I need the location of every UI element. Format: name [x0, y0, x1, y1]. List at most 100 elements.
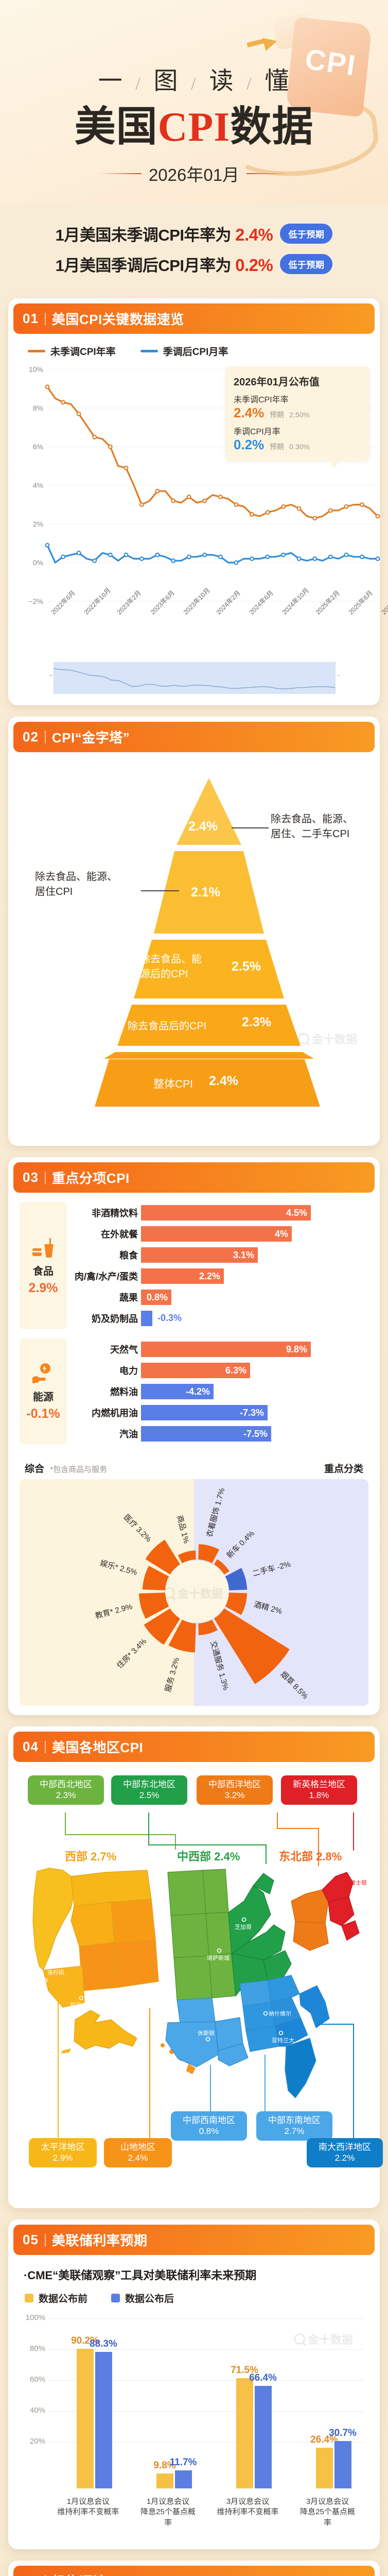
chip-region-southatlantic[interactable]: 南大西洋地区 2.2%: [307, 2138, 383, 2168]
section-06-header: 06 机构评论: [13, 2566, 375, 2576]
divider-left: [99, 173, 142, 174]
report-date: 2026年01月: [148, 165, 240, 184]
map-city-markers: 洛杉矶 菲尼克斯 芝加哥 堪萨斯城 休斯顿 纳什维尔 亚特兰大 波士顿: [43, 1879, 367, 2044]
svg-text:纳什维尔: 纳什维尔: [269, 2010, 291, 2017]
range-handle-left[interactable]: [49, 662, 54, 694]
svg-text:6%: 6%: [33, 443, 43, 451]
section-separator: [44, 312, 46, 325]
food-bars: 非酒精饮料 4.5% 在外就餐 4% 粮食 3.1% 肉/禽/水产/蛋类 2.2% 蔬果 0.8%…: [67, 1202, 368, 1329]
map-region-midwest: [167, 1869, 292, 2001]
y-axis-tick: 20%: [29, 2437, 45, 2446]
bar-track: -0.3%: [141, 1311, 364, 1326]
page-title-highlight: CPI: [157, 105, 231, 150]
rose-sector: [214, 1608, 290, 1684]
bar-row: 粮食 3.1%: [70, 1247, 364, 1263]
bar-row: 汽油 -7.5%: [70, 1426, 364, 1442]
pyramid-level-1: [177, 778, 241, 845]
rose-sector: [178, 1550, 196, 1564]
chip-region-mountain[interactable]: 山地地区 2.4%: [104, 2138, 172, 2168]
tooltip-row-values: 0.2% 预期 0.30%: [234, 437, 361, 453]
pyramid-label-4: 除去食品后的CPI: [128, 1021, 207, 1032]
bar-post: 30.7%: [329, 2428, 357, 2488]
map-region-south: [165, 1975, 330, 2098]
bar-group: 90.2% 88.3%: [71, 2335, 117, 2488]
pyramid-level-3: [134, 940, 284, 998]
chip-region-pacific[interactable]: 太平洋地区 2.9%: [29, 2138, 97, 2168]
pyramid-label-2: 除去食品、能源、 居住CPI: [35, 871, 117, 897]
svg-text:休斯顿: 休斯顿: [198, 2029, 215, 2037]
bar-row: 非酒精饮料 4.5%: [70, 1205, 364, 1221]
connector-wnc-v2: [175, 1834, 176, 1850]
hero-kicker-char-2: 图: [153, 68, 179, 95]
x-axis-tick: 3月议息会议 降息25个基点概率: [300, 2497, 355, 2527]
bar-track: 4%: [141, 1226, 364, 1242]
rose-chart: 服务 3.2% 住房* 3.4% 教育* 2.9% 娱乐* 2.5% 医疗 3.2% 商品…: [20, 1479, 368, 1706]
chip-region-wsc[interactable]: 中部西南地区 0.8%: [171, 2111, 247, 2141]
gridline: [48, 2380, 364, 2381]
status-badge: 低于预期: [280, 254, 333, 274]
bar-fill: -4.2%: [141, 1384, 214, 1399]
legend-item-post: 数据公布后: [111, 2291, 174, 2305]
bar-value: 4%: [274, 1228, 288, 1239]
chip-name: 南大西洋地区: [319, 2142, 371, 2152]
tooltip-expected-value: 0.30%: [289, 443, 310, 451]
svg-text:4%: 4%: [33, 481, 43, 489]
bar-value-pre: 90.2%: [71, 2335, 99, 2347]
cme-legend: 数据公布前 数据公布后: [13, 2283, 375, 2305]
page-title: 美国CPI数据: [0, 107, 388, 148]
food-group-side: 食品 2.9%: [20, 1202, 67, 1329]
connector-southatlantic-h: [316, 2024, 354, 2025]
range-handle-right[interactable]: [335, 662, 340, 694]
bar-row: 电力 6.3%: [70, 1363, 364, 1378]
pyramid-level-2: [154, 851, 264, 934]
slash-divider: /: [246, 74, 253, 93]
chip-region-esc[interactable]: 中部东南地区 2.7%: [256, 2111, 332, 2141]
bar-row: 燃料油 -4.2%: [70, 1384, 364, 1399]
pyramid-value-2: 2.1%: [191, 885, 220, 900]
bar-fill: 4%: [141, 1226, 292, 1242]
connector-esc: [264, 2055, 266, 2112]
x-axis-tick: 3月议息会议 维持利率不变概率: [217, 2497, 279, 2517]
section-separator: [44, 2574, 46, 2576]
section-separator: [44, 2233, 46, 2246]
connector-pacific: [58, 1988, 59, 2139]
chip-region-newengland[interactable]: 新英格兰地区 1.8%: [281, 1775, 357, 1805]
bar-track: -7.3%: [141, 1405, 364, 1420]
connector-mid: [277, 1812, 278, 1829]
section-03-card: 03 重点分项CPI 食品 2.9% 非酒精饮料 4.5% 在外就餐 4% 粮食 3.1%…: [8, 1157, 380, 1715]
chip-region-midatlantic[interactable]: 中部西洋地区 3.2%: [197, 1775, 273, 1805]
chart-tooltip: 2026年01月公布值 未季调CPI年率 2.4% 预期 2.50% 季调CPI…: [225, 366, 369, 468]
tooltip-row-label: 未季调CPI年率: [234, 396, 289, 404]
rose-left-title: 综合: [25, 1464, 45, 1475]
pyramid-svg: [104, 778, 314, 1059]
section-number: 04: [23, 1739, 39, 1754]
cpi-pyramid: 2.4% 除去食品、能源、 居住、二手车CPI 2.1% 除去食品、能源、 居住CP…: [13, 757, 375, 1066]
chip-region-wnc[interactable]: 中部西北地区 2.3%: [28, 1775, 104, 1805]
chart-range-slider[interactable]: [49, 662, 340, 694]
energy-group-side: 能源 -0.1%: [20, 1338, 67, 1445]
hero-banner: CPI 一 / 图 / 读 / 懂 美国CPI数据 2026年01月: [0, 0, 388, 204]
section-number: 03: [23, 1170, 39, 1185]
bar-value: 4.5%: [286, 1207, 307, 1218]
food-group: 食品 2.9% 非酒精饮料 4.5% 在外就餐 4% 粮食 3.1% 肉/禽/水产/蛋类 2.…: [20, 1202, 368, 1329]
hero-kicker-char-1: 一: [98, 68, 124, 95]
legend-item-pre: 数据公布前: [25, 2291, 87, 2305]
hero-kicker-char-3: 读: [209, 68, 235, 95]
page-title-part2: 数据: [230, 105, 314, 150]
rose-sector: [142, 1566, 169, 1590]
bar-track: -7.5%: [141, 1426, 364, 1442]
bar-value: 3.1%: [233, 1249, 254, 1260]
bar-value-post: 30.7%: [329, 2427, 357, 2438]
chip-value: 2.9%: [52, 2153, 73, 2163]
chip-name: 中部东北地区: [123, 1780, 175, 1789]
bar-value-post: 88.3%: [90, 2338, 117, 2350]
chip-region-enc[interactable]: 中部东北地区 2.5%: [111, 1775, 187, 1805]
pyramid-level-5: [104, 1052, 314, 1059]
bar-label: 蔬果: [119, 1293, 138, 1303]
bar-value-pre: 71.5%: [231, 2364, 258, 2376]
rose-sector: [214, 1559, 230, 1575]
bar-track: 4.5%: [141, 1205, 364, 1221]
tooltip-expected-value: 2.50%: [289, 411, 310, 419]
svg-text:纽约: 纽约: [339, 1907, 350, 1914]
gridline: [48, 2349, 364, 2350]
